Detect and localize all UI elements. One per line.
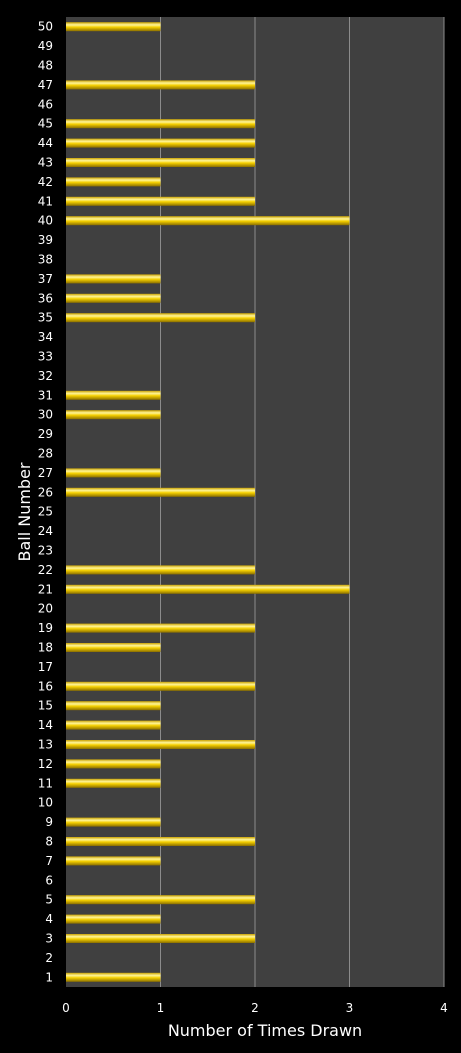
bar-ball-3 [66, 934, 255, 943]
y-tick-label: 31 [38, 388, 53, 402]
y-tick-label: 1 [45, 970, 53, 984]
bar-ball-27 [66, 468, 161, 478]
y-tick-label: 29 [38, 427, 53, 441]
bars [66, 22, 350, 982]
y-tick-label: 42 [38, 175, 53, 189]
bar-ball-41 [66, 196, 255, 206]
y-tick-label: 10 [38, 796, 53, 810]
x-tick-label: 0 [62, 1001, 70, 1015]
y-tick-label: 26 [38, 485, 53, 499]
bar-ball-4 [66, 914, 161, 924]
y-tick-label: 13 [38, 738, 53, 752]
bar-ball-7 [66, 856, 161, 866]
bar-ball-11 [66, 778, 161, 788]
bar-ball-37 [66, 274, 161, 284]
bar-ball-36 [66, 293, 161, 303]
y-tick-label: 36 [38, 291, 53, 305]
bar-ball-43 [66, 158, 255, 167]
y-tick-label: 44 [38, 136, 53, 150]
bar-ball-1 [66, 972, 161, 982]
y-tick-label: 15 [38, 699, 53, 713]
bar-ball-47 [66, 80, 255, 90]
bar-ball-12 [66, 759, 161, 769]
y-tick-label: 17 [38, 660, 53, 674]
x-tick-labels: 0 1 2 3 4 [62, 1001, 448, 1015]
y-tick-label: 7 [45, 854, 53, 868]
y-tick-label: 22 [38, 563, 53, 577]
y-tick-label: 50 [38, 20, 53, 34]
y-tick-label: 48 [38, 59, 53, 73]
bar-ball-9 [66, 817, 161, 827]
bar-ball-16 [66, 681, 255, 691]
bar-ball-8 [66, 837, 255, 846]
y-tick-label: 45 [38, 117, 53, 131]
y-tick-label: 12 [38, 757, 53, 771]
y-tick-label: 43 [38, 156, 53, 170]
bar-ball-19 [66, 623, 255, 633]
bar-ball-50 [66, 22, 161, 32]
y-tick-label: 32 [38, 369, 53, 383]
y-tick-label: 11 [38, 776, 53, 790]
bar-ball-30 [66, 410, 161, 420]
y-tick-label: 38 [38, 253, 53, 267]
y-tick-labels: 1234567891011121314151617181920212223242… [38, 20, 53, 985]
bar-ball-31 [66, 390, 161, 400]
y-tick-label: 46 [38, 97, 53, 111]
y-tick-label: 19 [38, 621, 53, 635]
y-tick-label: 40 [38, 214, 53, 228]
y-axis-title: Ball Number [15, 462, 34, 561]
y-tick-label: 8 [45, 835, 53, 849]
x-axis-title: Number of Times Drawn [168, 1021, 362, 1040]
bar-ball-21 [66, 584, 350, 594]
y-tick-label: 37 [38, 272, 53, 286]
bar-ball-15 [66, 701, 161, 711]
x-tick-label: 4 [440, 1001, 448, 1015]
y-tick-label: 34 [38, 330, 53, 344]
bar-ball-26 [66, 487, 255, 497]
bar-ball-42 [66, 177, 161, 187]
bar-ball-35 [66, 313, 255, 323]
y-tick-label: 30 [38, 408, 53, 422]
bar-ball-44 [66, 138, 255, 148]
y-tick-label: 35 [38, 311, 53, 325]
x-tick-label: 3 [346, 1001, 354, 1015]
y-tick-label: 5 [45, 893, 53, 907]
y-tick-label: 25 [38, 505, 53, 519]
y-tick-label: 18 [38, 641, 53, 655]
y-tick-label: 9 [45, 815, 53, 829]
y-tick-label: 3 [45, 932, 53, 946]
bar-ball-14 [66, 720, 161, 730]
y-tick-label: 16 [38, 679, 53, 693]
bar-ball-13 [66, 740, 255, 749]
bar-ball-40 [66, 216, 350, 226]
y-tick-label: 28 [38, 447, 53, 461]
y-tick-label: 27 [38, 466, 53, 480]
bar-ball-18 [66, 643, 161, 652]
bar-ball-22 [66, 565, 255, 575]
y-tick-label: 47 [38, 78, 53, 92]
y-tick-label: 6 [45, 873, 53, 887]
bar-ball-45 [66, 119, 255, 129]
y-tick-label: 2 [45, 951, 53, 965]
x-tick-label: 1 [157, 1001, 165, 1015]
y-tick-label: 39 [38, 233, 53, 247]
y-tick-label: 33 [38, 350, 53, 364]
y-tick-label: 24 [38, 524, 53, 538]
y-tick-label: 20 [38, 602, 53, 616]
y-tick-label: 23 [38, 544, 53, 558]
y-tick-label: 41 [38, 194, 53, 208]
y-tick-label: 49 [38, 39, 53, 53]
bar-ball-5 [66, 895, 255, 905]
y-tick-label: 21 [38, 582, 53, 596]
x-tick-label: 2 [251, 1001, 259, 1015]
y-tick-label: 14 [38, 718, 53, 732]
y-tick-label: 4 [45, 912, 53, 926]
